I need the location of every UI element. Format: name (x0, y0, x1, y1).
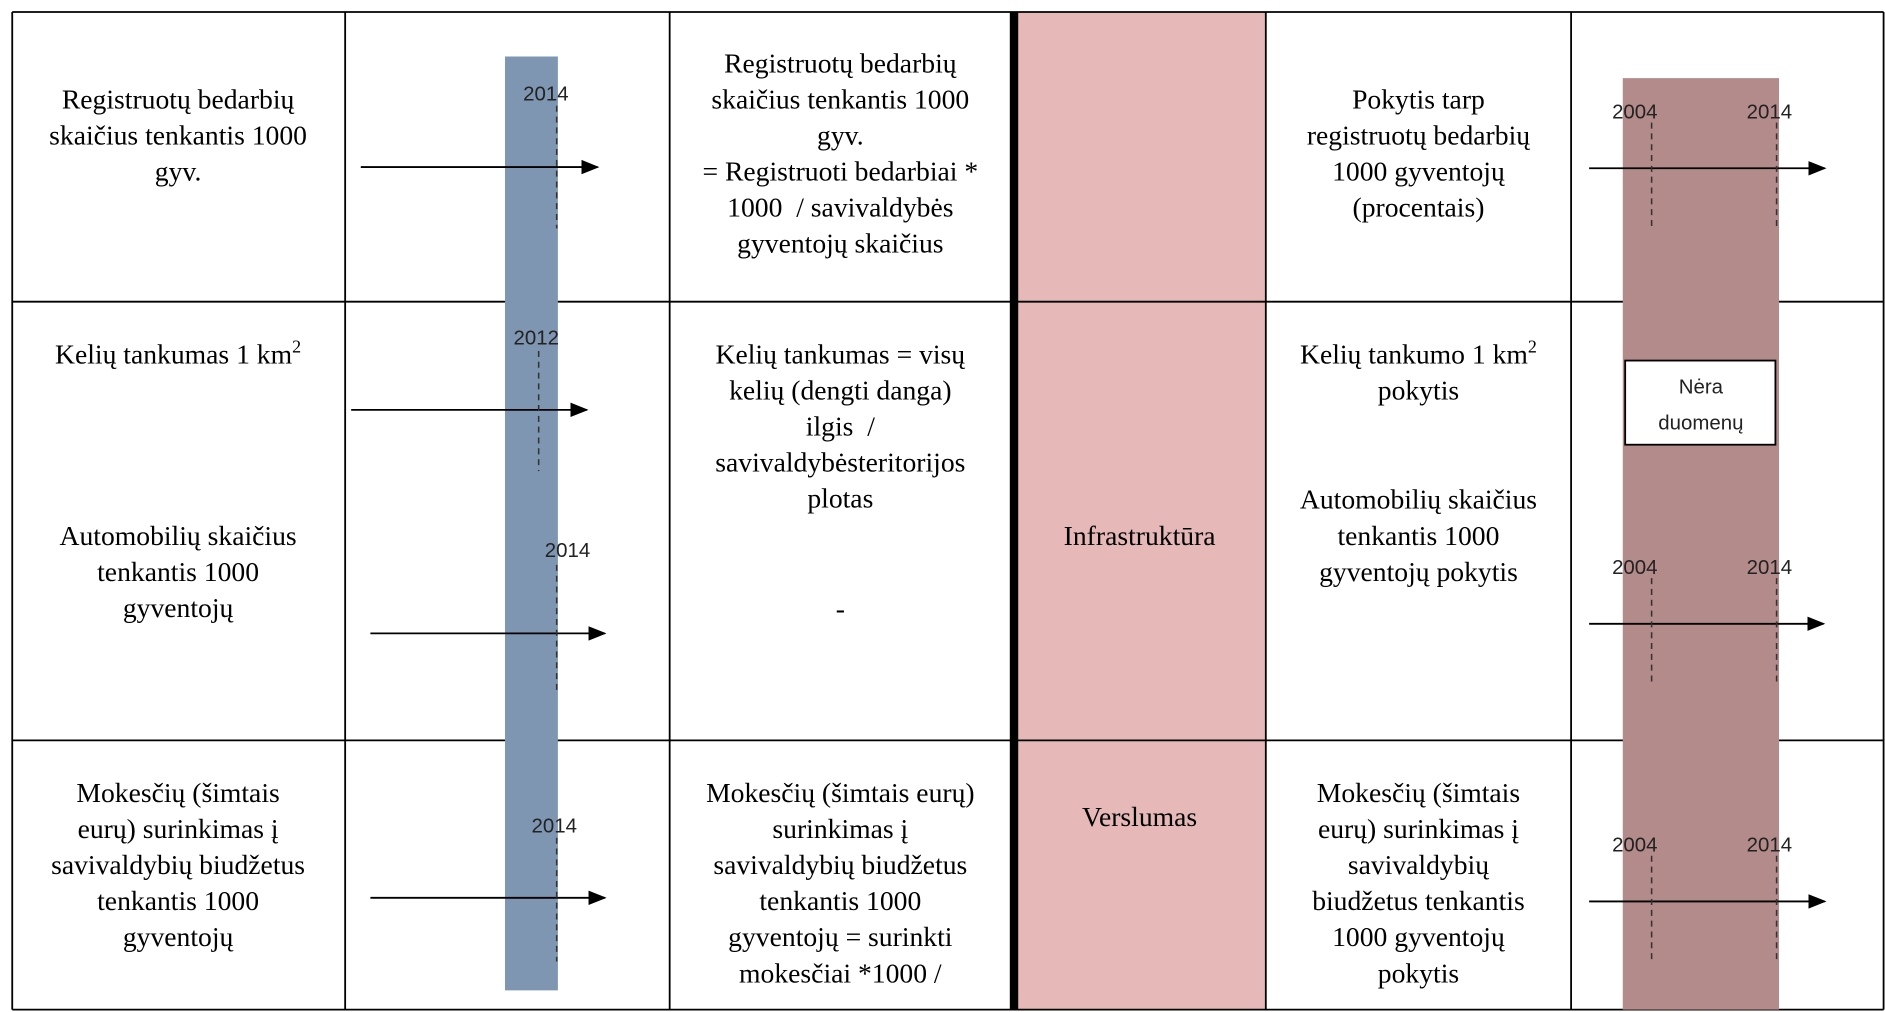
cell-text: tenkantis 1000 (97, 556, 259, 587)
cell-text: Mokesčių (šimtais (76, 777, 279, 808)
category-label: Infrastruktūra (1064, 520, 1216, 551)
content: Registruotų bedarbių skaičius tenkantis 1… (49, 47, 1827, 988)
year-label: 2014 (545, 540, 590, 562)
cell-text: Automobilių skaičius (60, 520, 297, 551)
cell-text: savivaldybių (1348, 849, 1489, 880)
cell-text: registruotų bedarbių (1307, 120, 1530, 151)
year-label: 2004 (1612, 557, 1657, 579)
cell-text: gyv. (817, 120, 864, 151)
cell-text: surinkimas į (772, 813, 908, 844)
cell-text: tenkantis 1000 (1337, 520, 1499, 551)
year-label: 2014 (1747, 101, 1792, 123)
year-label: 2012 (514, 327, 559, 349)
cell-text: gyventojų skaičius (737, 228, 943, 259)
cell-text: savivaldybių biudžetus (51, 849, 305, 880)
category-label: Verslumas (1082, 801, 1197, 832)
cell-text: biudžetus tenkantis (1312, 885, 1525, 916)
superscript: 2 (1528, 337, 1537, 357)
category-column (1013, 12, 1266, 1010)
year-label: 2014 (523, 83, 568, 105)
table-grid (11, 11, 1885, 1011)
cell-text: Kelių tankumas 1 km2 (55, 337, 301, 370)
cell-text: ilgis / (806, 410, 875, 441)
cell-text: tenkantis 1000 (97, 885, 259, 916)
cell-text: savivaldybių biudžetus (713, 849, 967, 880)
year-label: 2014 (1747, 835, 1792, 857)
cell-text: kelių (dengti danga) (729, 374, 951, 405)
superscript: 2 (292, 337, 301, 357)
cell-text: Kelių tankumas = visų (716, 338, 966, 369)
cell-text: Kelių tankumo 1 km2 (1300, 337, 1537, 370)
cell-text: pokytis (1378, 374, 1459, 405)
cell-text: Mokesčių (šimtais (1317, 777, 1520, 808)
cell-text: gyventojų (123, 921, 234, 952)
cell-text: skaičius tenkantis 1000 (711, 84, 969, 115)
no-data-text: Nėra (1679, 377, 1724, 399)
cell-text: (procentais) (1352, 192, 1484, 223)
change-timeline-bar (1622, 78, 1780, 1010)
cell-text: tenkantis 1000 (759, 885, 921, 916)
cell-text: gyventojų pokytis (1319, 556, 1518, 587)
cell-text: 1000 gyventojų (1332, 156, 1505, 187)
cell-text: pokytis (1378, 957, 1459, 988)
no-data-box (1624, 359, 1777, 446)
cell-text: 1000 / savivaldybės (727, 192, 953, 223)
timeline-bar (505, 56, 558, 991)
cell-text: gyventojų (123, 592, 234, 623)
cell-text: Pokytis tarp (1352, 84, 1485, 115)
year-label: 2004 (1612, 835, 1657, 857)
cell-text: gyventojų = surinkti (728, 921, 953, 952)
year-label: 2014 (532, 815, 577, 837)
cell-text: Registruotų bedarbių (62, 84, 295, 115)
cell-text: Mokesčių (šimtais eurų) (706, 777, 975, 808)
cell-text: Registruotų bedarbių (724, 47, 957, 78)
cell-text: skaičius tenkantis 1000 (49, 120, 307, 151)
cell-text: Automobilių skaičius (1300, 484, 1537, 515)
thick-divider (1009, 12, 1019, 1010)
cell-text: gyv. (155, 156, 202, 187)
cell-text: 1000 gyventojų (1332, 921, 1505, 952)
cell-text: eurų) surinkimas į (1318, 813, 1519, 844)
cell-text: mokesčiai *1000 / (739, 957, 942, 988)
year-label: 2014 (1747, 557, 1792, 579)
cell-text: = Registruoti bedarbiai * (703, 156, 979, 187)
cell-text: plotas (807, 483, 873, 514)
cell-text: savivaldybėsteritorijos (715, 446, 965, 477)
year-label: 2004 (1612, 101, 1657, 123)
cell-text: - (836, 593, 845, 624)
cell-text: eurų) surinkimas į (78, 813, 279, 844)
no-data-text: duomenų (1658, 413, 1743, 435)
